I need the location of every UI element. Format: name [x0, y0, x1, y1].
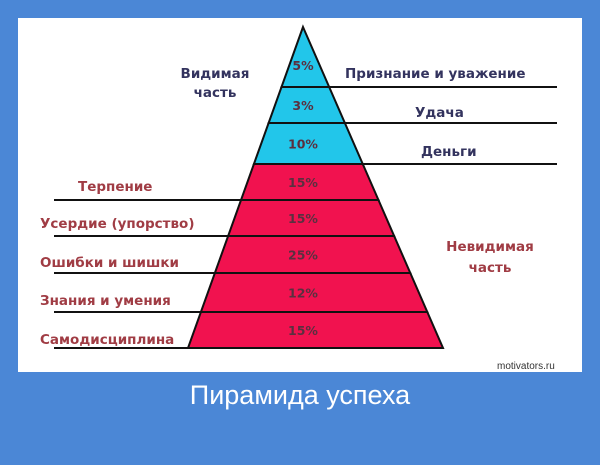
level-percent: 10%: [288, 137, 318, 152]
level-percent: 15%: [288, 211, 318, 226]
invisible-part-label-2: часть: [469, 260, 512, 276]
level-label: Знания и умения: [40, 293, 171, 309]
level-label: Ошибки и шишки: [40, 255, 179, 271]
invisible-part-label-1: Невидимая: [446, 239, 534, 255]
level-percent: 15%: [288, 323, 318, 338]
visible-part-label-1: Видимая: [181, 66, 250, 82]
level-label: Терпение: [78, 179, 152, 195]
level-percent: 5%: [292, 58, 314, 73]
level-label: Признание и уважение: [345, 66, 526, 82]
pyramid-level: [280, 24, 331, 88]
visible-part-label-2: часть: [194, 85, 237, 101]
level-percent: 3%: [292, 98, 314, 113]
level-percent: 25%: [288, 248, 318, 263]
level-percent: 15%: [288, 175, 318, 190]
caption: Пирамида успеха: [189, 380, 411, 410]
pyramid-level: [186, 311, 445, 349]
level-label: Усердие (упорство): [40, 216, 195, 232]
level-label: Удача: [415, 105, 464, 121]
level-label: Самодисциплина: [40, 332, 174, 348]
watermark: motivators.ru: [497, 361, 555, 372]
level-percent: 12%: [288, 286, 318, 301]
level-label: Деньги: [421, 144, 477, 160]
